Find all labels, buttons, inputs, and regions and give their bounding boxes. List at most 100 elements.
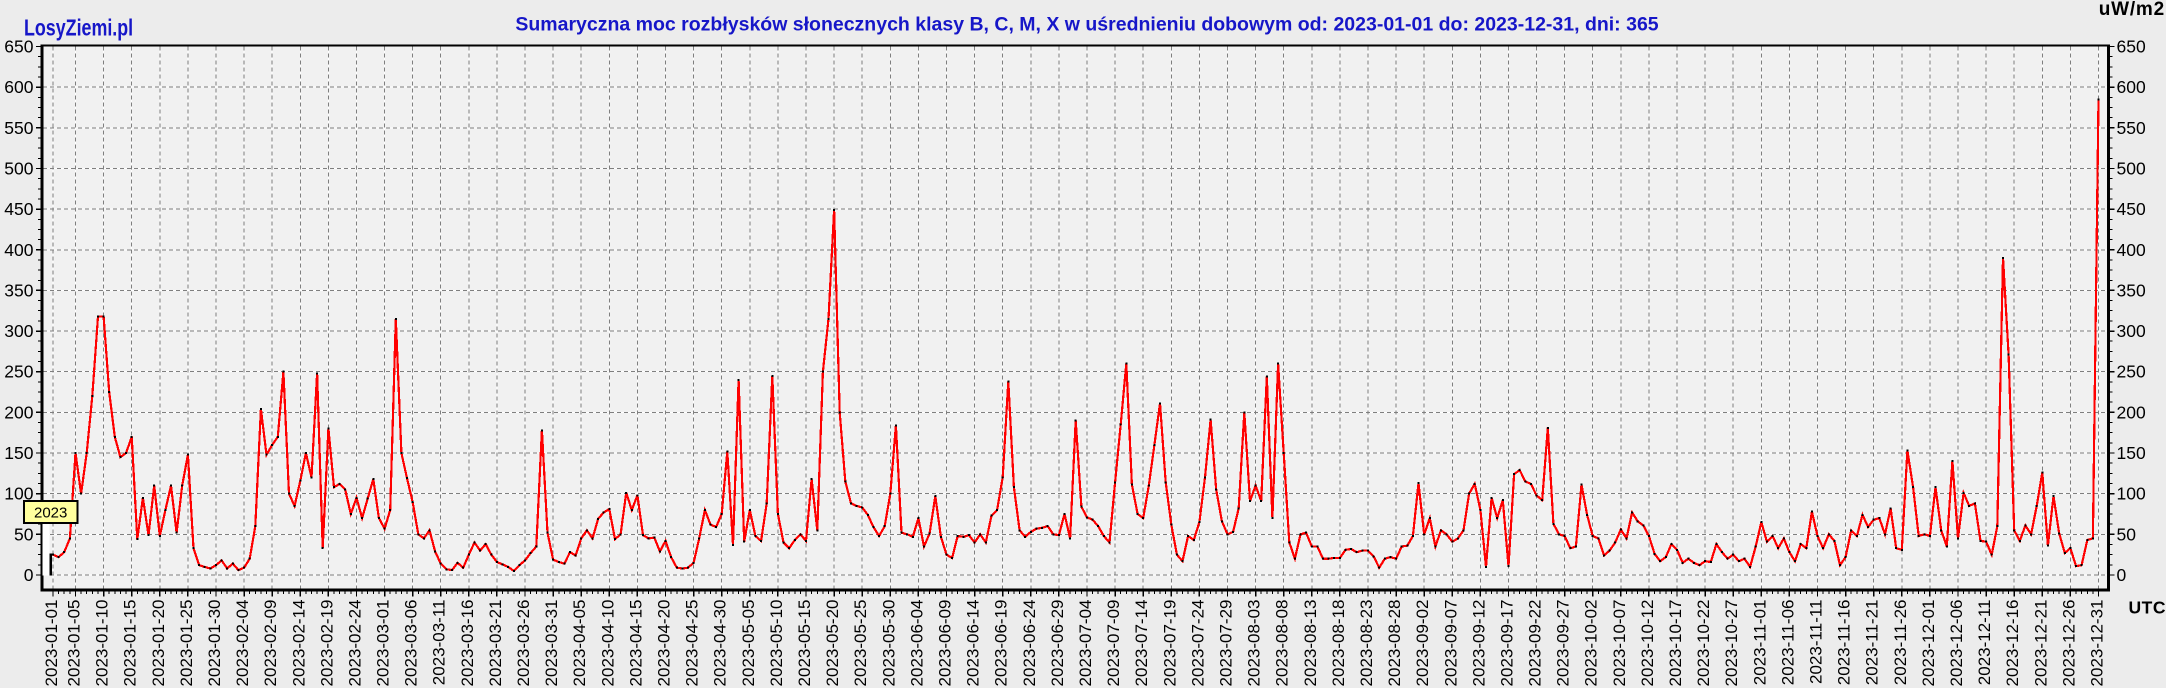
svg-text:2023-05-05: 2023-05-05	[739, 600, 758, 687]
svg-text:2023-03-21: 2023-03-21	[486, 600, 505, 687]
svg-text:450: 450	[4, 199, 33, 219]
svg-text:400: 400	[4, 240, 33, 260]
svg-text:2023-09-02: 2023-09-02	[1413, 600, 1432, 687]
svg-text:2023-05-15: 2023-05-15	[795, 600, 814, 687]
svg-text:0: 0	[24, 565, 34, 585]
svg-text:2023-01-05: 2023-01-05	[65, 600, 84, 687]
svg-text:2023-10-17: 2023-10-17	[1666, 600, 1685, 687]
svg-text:2023-07-29: 2023-07-29	[1217, 600, 1236, 687]
svg-text:2023-08-23: 2023-08-23	[1357, 600, 1376, 687]
svg-text:2023-02-19: 2023-02-19	[317, 600, 336, 687]
svg-text:2023-09-27: 2023-09-27	[1554, 600, 1573, 687]
svg-text:550: 550	[2117, 118, 2146, 138]
svg-text:2023-08-13: 2023-08-13	[1301, 600, 1320, 687]
svg-text:2023-04-10: 2023-04-10	[598, 600, 617, 687]
svg-text:2023-11-06: 2023-11-06	[1778, 600, 1797, 686]
svg-text:350: 350	[4, 280, 33, 300]
svg-text:LosyZiemi.pl: LosyZiemi.pl	[24, 15, 133, 41]
svg-text:2023-12-21: 2023-12-21	[2031, 600, 2050, 687]
svg-text:Sumaryczna moc rozbłysków słon: Sumaryczna moc rozbłysków słonecznych kl…	[515, 14, 1658, 36]
svg-text:uW/m2: uW/m2	[2099, 0, 2165, 20]
svg-text:UTC: UTC	[2129, 598, 2166, 618]
svg-text:2023-02-24: 2023-02-24	[346, 600, 365, 687]
svg-text:2023-04-05: 2023-04-05	[570, 600, 589, 687]
svg-text:2023-01-01: 2023-01-01	[42, 600, 61, 687]
svg-text:2023-10-22: 2023-10-22	[1694, 600, 1713, 687]
svg-text:500: 500	[2117, 159, 2146, 179]
svg-text:2023-10-27: 2023-10-27	[1722, 600, 1741, 687]
svg-text:2023-05-20: 2023-05-20	[823, 600, 842, 687]
svg-text:600: 600	[2117, 77, 2146, 97]
svg-text:2023-02-14: 2023-02-14	[289, 600, 308, 687]
svg-text:650: 650	[4, 37, 33, 57]
svg-text:550: 550	[4, 118, 33, 138]
svg-text:2023-07-19: 2023-07-19	[1160, 600, 1179, 687]
svg-text:0: 0	[2117, 565, 2127, 585]
svg-text:650: 650	[2117, 37, 2146, 57]
svg-text:2023-07-09: 2023-07-09	[1104, 600, 1123, 687]
svg-text:2023-03-06: 2023-03-06	[402, 600, 421, 687]
svg-text:2023-04-15: 2023-04-15	[626, 600, 645, 687]
svg-text:2023-07-14: 2023-07-14	[1132, 600, 1151, 687]
svg-text:2023-11-21: 2023-11-21	[1863, 600, 1882, 686]
svg-text:50: 50	[14, 524, 34, 544]
svg-text:2023-06-29: 2023-06-29	[1048, 600, 1067, 687]
svg-text:100: 100	[4, 484, 33, 504]
svg-text:2023-08-28: 2023-08-28	[1385, 600, 1404, 687]
svg-text:2023: 2023	[34, 505, 67, 522]
svg-text:450: 450	[2117, 199, 2146, 219]
svg-text:2023-11-11: 2023-11-11	[1807, 600, 1826, 684]
svg-text:2023-03-16: 2023-03-16	[458, 600, 477, 687]
svg-text:2023-07-24: 2023-07-24	[1188, 600, 1207, 687]
svg-text:2023-10-07: 2023-10-07	[1610, 600, 1629, 687]
svg-text:2023-09-07: 2023-09-07	[1441, 600, 1460, 687]
svg-text:2023-01-30: 2023-01-30	[205, 600, 224, 687]
svg-text:2023-08-08: 2023-08-08	[1273, 600, 1292, 687]
svg-text:2023-11-16: 2023-11-16	[1835, 600, 1854, 686]
svg-text:2023-06-14: 2023-06-14	[964, 600, 983, 687]
svg-text:2023-03-31: 2023-03-31	[542, 600, 561, 687]
svg-text:500: 500	[4, 159, 33, 179]
svg-text:2023-12-31: 2023-12-31	[2088, 600, 2107, 687]
svg-text:2023-01-15: 2023-01-15	[121, 600, 140, 687]
svg-text:2023-12-16: 2023-12-16	[2003, 600, 2022, 687]
svg-text:200: 200	[4, 402, 33, 422]
svg-text:2023-01-25: 2023-01-25	[177, 600, 196, 687]
svg-text:2023-09-17: 2023-09-17	[1498, 600, 1517, 687]
svg-text:2023-12-06: 2023-12-06	[1947, 600, 1966, 687]
svg-text:2023-01-20: 2023-01-20	[149, 600, 168, 687]
svg-text:150: 150	[4, 443, 33, 463]
svg-text:2023-04-25: 2023-04-25	[683, 600, 702, 687]
svg-text:100: 100	[2117, 484, 2146, 504]
svg-text:2023-05-30: 2023-05-30	[879, 600, 898, 687]
svg-text:2023-02-04: 2023-02-04	[233, 600, 252, 687]
svg-text:2023-11-26: 2023-11-26	[1891, 600, 1910, 686]
svg-text:2023-06-04: 2023-06-04	[907, 600, 926, 687]
svg-text:2023-06-09: 2023-06-09	[936, 600, 955, 687]
svg-text:50: 50	[2117, 524, 2137, 544]
svg-text:2023-09-22: 2023-09-22	[1526, 600, 1545, 687]
svg-text:2023-10-12: 2023-10-12	[1638, 600, 1657, 687]
svg-text:2023-04-20: 2023-04-20	[655, 600, 674, 687]
svg-text:2023-06-24: 2023-06-24	[1020, 600, 1039, 687]
svg-text:2023-01-10: 2023-01-10	[93, 600, 112, 687]
svg-text:2023-12-26: 2023-12-26	[2059, 600, 2078, 687]
svg-text:2023-12-11: 2023-12-11	[1975, 600, 1994, 686]
svg-text:300: 300	[4, 321, 33, 341]
svg-text:2023-09-12: 2023-09-12	[1469, 600, 1488, 687]
svg-text:250: 250	[4, 362, 33, 382]
svg-text:2023-03-01: 2023-03-01	[374, 600, 393, 687]
svg-text:2023-04-30: 2023-04-30	[711, 600, 730, 687]
svg-text:350: 350	[2117, 280, 2146, 300]
svg-text:600: 600	[4, 77, 33, 97]
svg-text:300: 300	[2117, 321, 2146, 341]
svg-text:2023-08-18: 2023-08-18	[1329, 600, 1348, 687]
svg-text:2023-02-09: 2023-02-09	[261, 600, 280, 687]
svg-text:2023-06-19: 2023-06-19	[992, 600, 1011, 687]
svg-text:2023-03-11: 2023-03-11	[430, 600, 449, 686]
svg-text:2023-03-26: 2023-03-26	[514, 600, 533, 687]
svg-text:2023-08-03: 2023-08-03	[1245, 600, 1264, 687]
svg-text:2023-10-02: 2023-10-02	[1582, 600, 1601, 687]
svg-text:2023-07-04: 2023-07-04	[1076, 600, 1095, 687]
svg-text:2023-05-10: 2023-05-10	[767, 600, 786, 687]
